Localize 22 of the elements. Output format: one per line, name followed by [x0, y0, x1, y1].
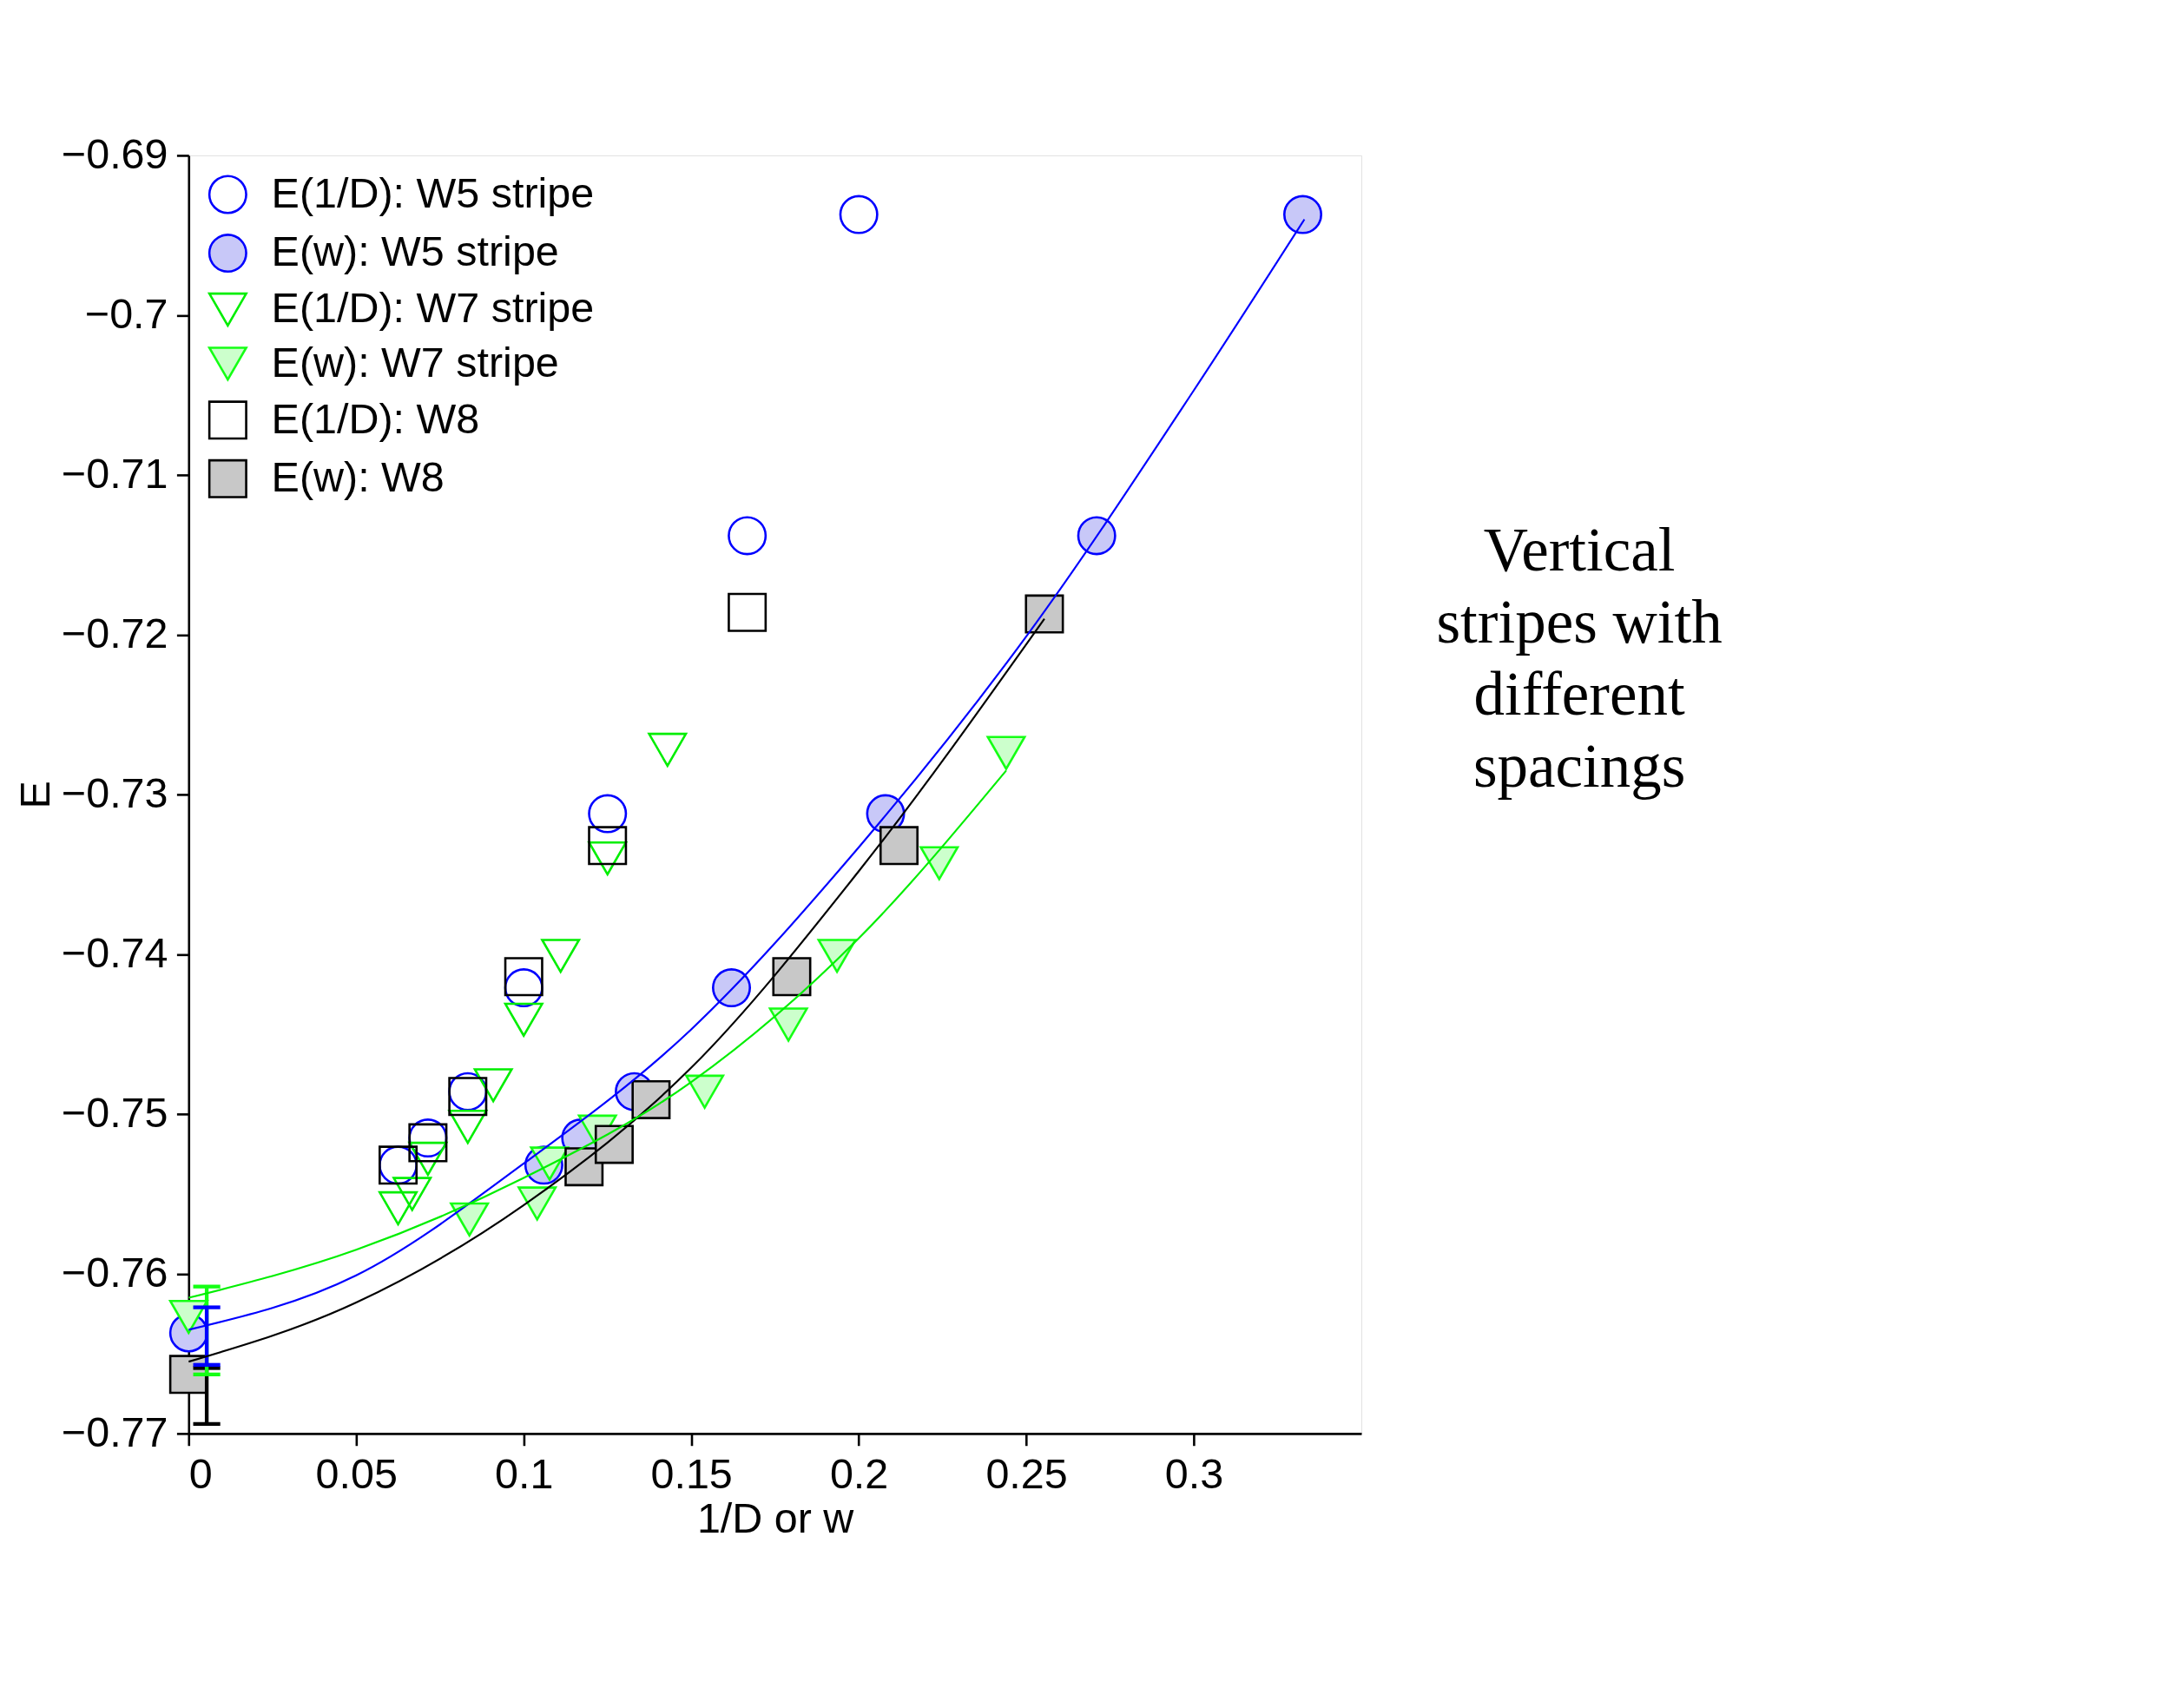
x-tick-label: 0.05 — [315, 1449, 398, 1497]
legend-label: E(w): W8 — [271, 453, 445, 501]
legend-label: E(1/D): W5 stripe — [271, 168, 595, 216]
y-tick-label: −0.77 — [61, 1408, 168, 1456]
legend-label: E(1/D): W7 stripe — [271, 284, 595, 332]
y-tick-label: −0.71 — [61, 450, 168, 498]
x-tick-label: 0.25 — [985, 1449, 1068, 1497]
y-tick-label: −0.73 — [61, 769, 168, 817]
legend-label: E(1/D): W8 — [271, 394, 480, 442]
y-tick-label: −0.75 — [61, 1089, 168, 1137]
x-tick-label: 0.3 — [1164, 1449, 1224, 1497]
legend-label: E(w): W7 stripe — [271, 338, 559, 386]
y-tick-label: −0.69 — [61, 130, 168, 178]
legend-label: E(w): W5 stripe — [271, 228, 559, 275]
y-tick-label: −0.74 — [61, 929, 168, 977]
text: Vertical stripes with different spacings — [1436, 515, 1723, 801]
x-tick-label: 0 — [188, 1449, 213, 1497]
x-tick-label: 0.1 — [494, 1449, 554, 1497]
y-axis-title: E — [10, 781, 58, 809]
y-tick-label: −0.76 — [61, 1249, 168, 1296]
y-tick-label: −0.72 — [61, 610, 168, 657]
y-tick-label: −0.7 — [84, 290, 168, 338]
